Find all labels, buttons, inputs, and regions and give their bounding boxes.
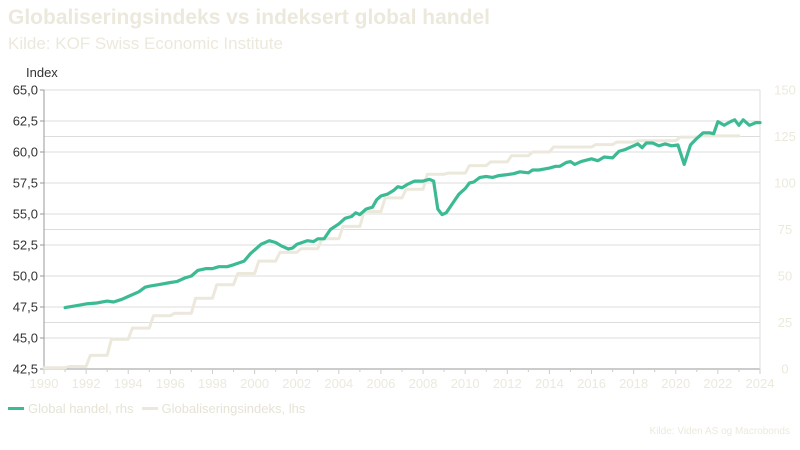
x-tick-label: 2014 — [535, 376, 564, 391]
series-line-trade — [63, 118, 762, 310]
x-tick-label: 2018 — [619, 376, 648, 391]
y-left-tick-label: 57,5 — [13, 176, 38, 191]
y-left-tick-label: 65,0 — [13, 83, 38, 98]
y-left-tick-label: 50,0 — [13, 269, 38, 284]
y-left-tick-label: 62,5 — [13, 114, 38, 129]
x-tick-label: 1992 — [72, 376, 101, 391]
legend-label-trade: Global handel, rhs — [28, 401, 134, 416]
x-tick-label: 2016 — [577, 376, 606, 391]
legend-swatch-globalization — [141, 407, 158, 410]
source-note: Kilde: Viden AS og Macrobonds — [649, 426, 790, 437]
x-tick-label: 2012 — [493, 376, 522, 391]
y-right-tick-label: 25 — [778, 315, 792, 330]
x-tick-label: 2008 — [409, 376, 438, 391]
series-line-globalization — [42, 134, 741, 370]
y-right-tick-label: 75 — [778, 222, 792, 237]
x-tick-label: 2002 — [282, 376, 311, 391]
legend-swatch-trade — [8, 407, 24, 410]
x-tick-label: 1998 — [198, 376, 227, 391]
y-left-tick-label: 52,5 — [13, 238, 38, 253]
y-right-tick-label: 100 — [774, 176, 796, 191]
x-tick-label: 1996 — [156, 376, 185, 391]
y-left-tick-label: 42,5 — [13, 362, 38, 377]
y-axis-title: Index — [26, 65, 58, 80]
y-left-tick-label: 47,5 — [13, 300, 38, 315]
y-left-tick-label: 45,0 — [13, 331, 38, 346]
legend-item-globalization[interactable]: Globaliseringsindeks, lhs — [141, 401, 306, 416]
x-tick-label: 2020 — [661, 376, 690, 391]
y-left-tick-label: 55,0 — [13, 207, 38, 222]
legend: Global handel, rhs Globaliseringsindeks,… — [8, 401, 313, 416]
y-right-tick-label: 50 — [778, 269, 792, 284]
x-tick-label: 1994 — [114, 376, 143, 391]
x-tick-label: 1990 — [30, 376, 59, 391]
x-tick-label: 2024 — [746, 376, 775, 391]
x-tick-label: 2004 — [324, 376, 353, 391]
x-tick-label: 2006 — [366, 376, 395, 391]
chart-subtitle: Kilde: KOF Swiss Economic Institute — [8, 34, 283, 53]
legend-item-trade[interactable]: Global handel, rhs — [8, 401, 134, 416]
y-right-tick-label: 125 — [774, 129, 796, 144]
chart-title: Globaliseringsindeks vs indeksert global… — [8, 6, 490, 29]
x-tick-label: 2022 — [703, 376, 732, 391]
x-tick-label: 2010 — [451, 376, 480, 391]
legend-label-globalization: Globaliseringsindeks, lhs — [161, 401, 306, 416]
y-right-tick-label: 150 — [774, 83, 796, 98]
y-right-tick-label: 0 — [781, 362, 788, 377]
y-left-tick-label: 60,0 — [13, 145, 38, 160]
x-tick-label: 2000 — [240, 376, 269, 391]
